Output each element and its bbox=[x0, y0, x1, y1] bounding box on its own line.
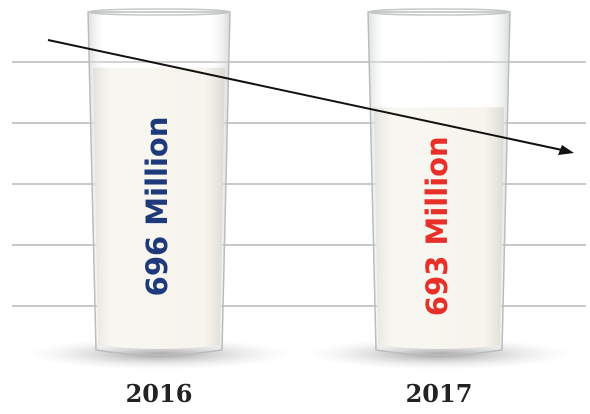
glasses: 696 Million 2016 693 Million 2017 bbox=[24, 8, 574, 408]
x-tick-label: 2016 bbox=[126, 379, 193, 408]
value-label: 696 Million bbox=[140, 116, 174, 296]
glass-rim bbox=[367, 8, 511, 16]
arrow-head bbox=[558, 145, 574, 155]
glass bbox=[367, 11, 511, 356]
x-tick-label: 2017 bbox=[406, 379, 473, 408]
trend-arrow bbox=[47, 39, 574, 155]
value-label: 693 Million bbox=[420, 136, 454, 316]
glass bbox=[87, 11, 231, 356]
glass-rim bbox=[87, 8, 231, 16]
trend-line bbox=[47, 39, 563, 151]
